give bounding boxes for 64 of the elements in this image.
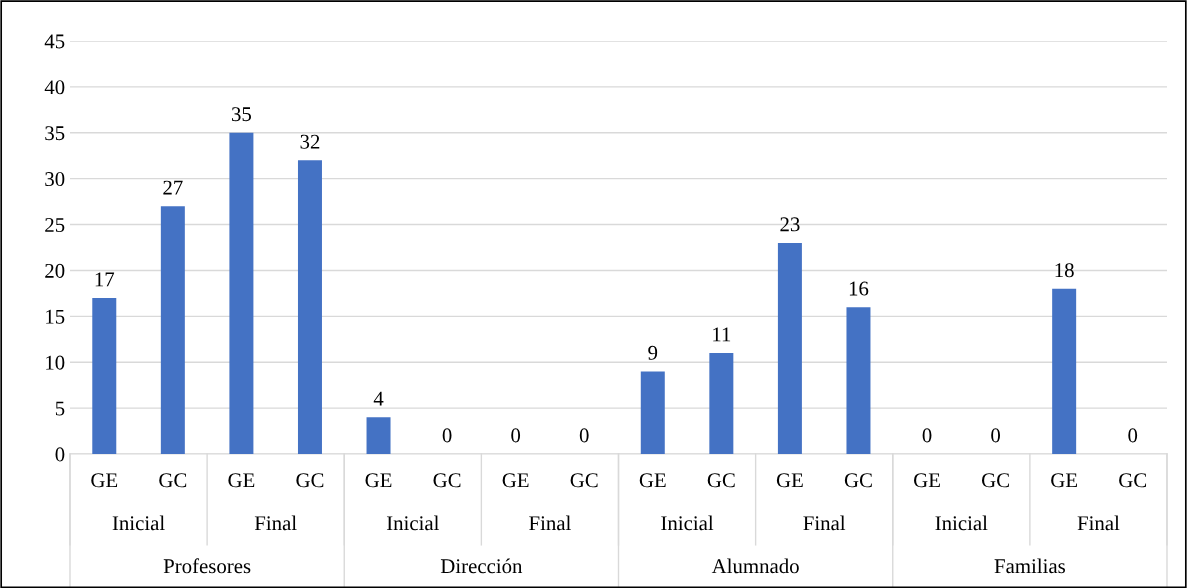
x-tick-label: GE	[228, 473, 255, 488]
bar	[229, 132, 254, 454]
bar	[160, 206, 185, 454]
data-label: 18	[1055, 263, 1074, 278]
x-tick-label: GC	[707, 473, 735, 488]
y-tick-label: 0	[55, 447, 65, 462]
data-label: 0	[1128, 428, 1138, 443]
text: Final	[803, 515, 846, 531]
bar	[640, 371, 665, 454]
y-tick-label: 15	[46, 309, 65, 324]
data-label: 0	[579, 428, 589, 443]
bar	[1052, 288, 1077, 454]
text: Alumnado	[711, 558, 799, 574]
data-label: 32	[300, 134, 320, 149]
text: Familias	[994, 558, 1065, 574]
y-tick-label: 5	[55, 401, 65, 416]
bar	[709, 353, 734, 454]
bar	[297, 160, 322, 454]
bar	[777, 242, 802, 454]
text: Inicial	[935, 515, 988, 531]
data-label: 0	[511, 428, 521, 443]
text: Final	[1077, 515, 1120, 531]
x-tick-label: GE	[914, 473, 940, 488]
y-tick-label: 35	[45, 126, 65, 141]
text: Final	[254, 515, 297, 531]
data-label: 35	[231, 107, 252, 122]
text: Inicial	[661, 515, 714, 531]
data-label: 4	[373, 391, 384, 406]
x-tick-label: GE	[365, 473, 392, 488]
data-label: 11	[713, 327, 731, 342]
x-tick-label: GC	[981, 473, 1009, 488]
data-label: 27	[163, 180, 183, 195]
x-tick-label: GC	[570, 473, 598, 488]
text: Inicial	[112, 515, 165, 531]
data-label: 23	[780, 217, 800, 232]
x-tick-label: GC	[296, 473, 324, 488]
x-tick-label: GE	[91, 473, 118, 488]
data-label: 17	[95, 272, 115, 287]
x-tick-label: GC	[433, 473, 461, 488]
y-tick-label: 40	[44, 80, 65, 95]
x-tick-label: GE	[1051, 473, 1078, 488]
data-label: 9	[648, 345, 658, 360]
data-label: 0	[922, 428, 932, 443]
x-tick-label: GE	[502, 473, 529, 488]
text: Inicial	[386, 515, 439, 531]
text: Final	[529, 515, 571, 531]
bar	[366, 417, 391, 454]
y-tick-label: 10	[46, 355, 65, 370]
y-tick-label: 25	[45, 217, 65, 232]
data-label: 0	[991, 428, 1001, 443]
y-tick-label: 45	[44, 34, 65, 49]
data-label: 16	[849, 281, 869, 296]
text: Profesores	[163, 558, 251, 574]
bar	[92, 297, 117, 454]
x-tick-label: GE	[639, 473, 666, 488]
y-tick-label: 20	[45, 263, 65, 278]
data-label: 0	[442, 428, 452, 443]
x-tick-label: GC	[159, 473, 187, 488]
text: Dirección	[440, 558, 523, 574]
y-tick-label: 30	[45, 172, 65, 187]
x-tick-label: GE	[776, 473, 803, 488]
x-tick-label: GC	[844, 473, 872, 488]
x-tick-label: GC	[1119, 473, 1147, 488]
bar	[846, 307, 871, 454]
